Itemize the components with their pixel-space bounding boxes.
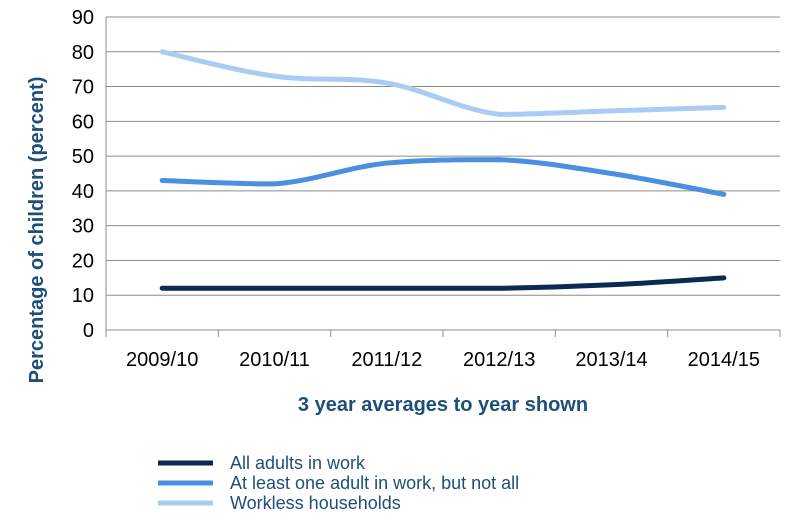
series-line-0 [159, 275, 727, 291]
y-tick-label: 50 [72, 146, 94, 168]
x-tick-label: 2013/14 [575, 349, 647, 371]
x-tick-label: 2014/15 [688, 349, 760, 371]
y-tick-label: 40 [72, 181, 94, 203]
y-tick-label: 0 [83, 320, 94, 342]
legend-label: At least one adult in work, but not all [230, 473, 519, 493]
gridlines [105, 16, 781, 337]
x-axis-ticks: 2009/10 2010/11 2011/12 2012/13 2013/14 2014/… [126, 349, 760, 371]
x-tick-label: 2012/13 [463, 349, 535, 371]
series-lines [159, 49, 727, 291]
y-axis-ticks: 0 10 20 30 40 50 60 70 80 90 [72, 7, 94, 342]
y-tick-label: 80 [72, 42, 94, 64]
y-axis-title: Percentage of children (percent) [26, 77, 48, 384]
y-tick-label: 90 [72, 7, 94, 29]
legend-label: All adults in work [230, 453, 366, 473]
legend-label: Workless households [230, 493, 401, 513]
y-tick-label: 60 [72, 111, 94, 133]
x-axis-title: 3 year averages to year shown [298, 394, 588, 416]
x-tick-label: 2010/11 [239, 349, 310, 371]
y-tick-label: 20 [72, 250, 94, 272]
y-tick-label: 70 [72, 77, 94, 99]
y-tick-label: 10 [72, 285, 94, 307]
x-tick-label: 2009/10 [126, 349, 198, 371]
series-line-2 [159, 49, 727, 117]
series-line-1 [159, 157, 727, 197]
x-tick-label: 2011/12 [351, 349, 422, 371]
y-tick-label: 30 [72, 216, 94, 238]
